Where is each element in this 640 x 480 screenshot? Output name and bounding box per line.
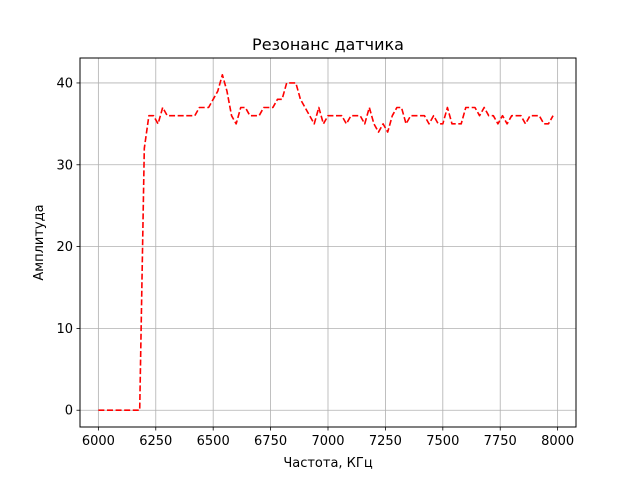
y-tick-label: 40 [56,76,73,91]
x-tick-label: 8000 [541,434,574,449]
y-tick-label: 30 [56,158,73,173]
series-line [98,73,554,412]
x-tick-label: 6750 [254,434,287,449]
x-tick-label: 6250 [139,434,172,449]
x-tick-label: 7000 [311,434,344,449]
y-tick-label: 0 [65,404,73,419]
y-axis-label: Амплитуда [32,204,47,280]
x-tick-label: 7750 [484,434,517,449]
x-axis-label: Частота, КГц [283,456,373,471]
plot-area [98,73,554,412]
ticks: 6000 6250 6500 6750 7000 7250 7500 7750 8000 0 10 2… [56,76,574,449]
x-tick-label: 7500 [426,434,459,449]
chart-title: Резонанс датчика [252,35,404,54]
y-tick-label: 10 [56,322,73,337]
x-tick-label: 7250 [369,434,402,449]
y-tick-label: 20 [56,240,73,255]
grid [80,58,576,427]
x-tick-label: 6000 [82,434,115,449]
x-tick-label: 6500 [197,434,230,449]
